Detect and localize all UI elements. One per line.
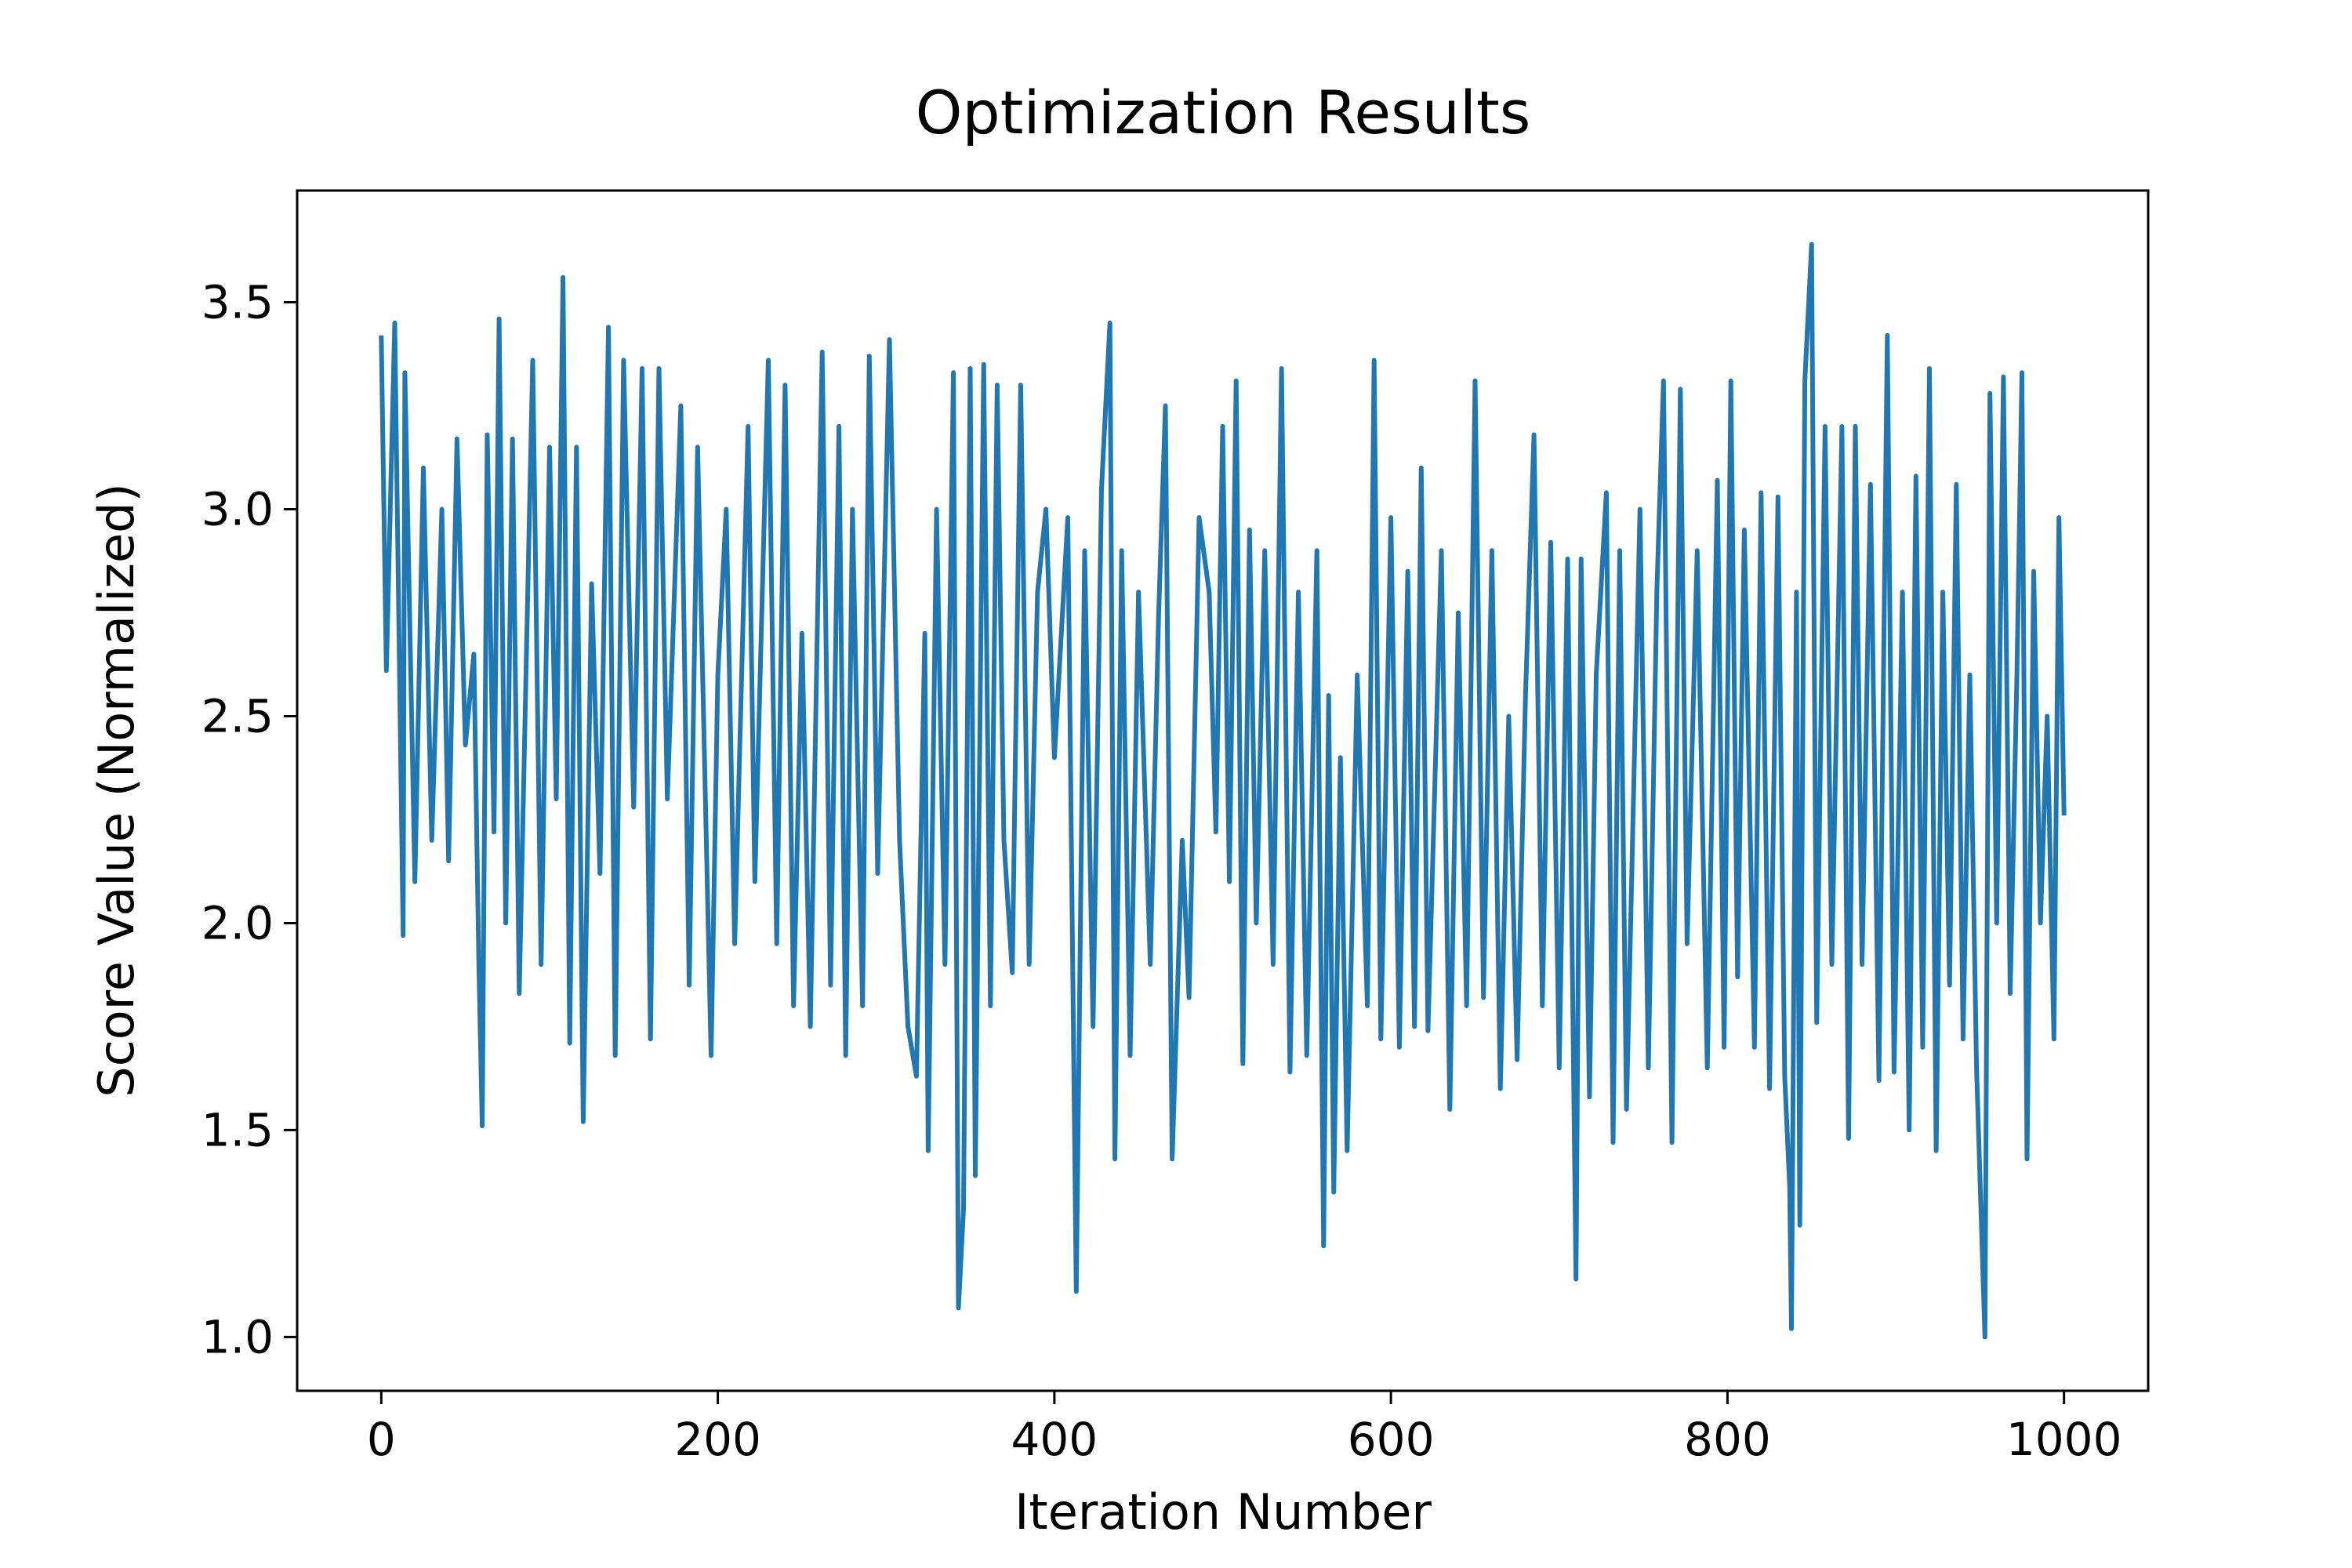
x-tick-label: 800	[1684, 1413, 1771, 1466]
x-axis-label: Iteration Number	[1014, 1483, 1432, 1541]
plot-frame	[296, 189, 2150, 1392]
x-tick-label: 0	[367, 1413, 396, 1466]
x-tick-label: 400	[1011, 1413, 1098, 1466]
y-tick-label: 1.5	[201, 1103, 274, 1156]
y-axis-label: Score Value (Normalized)	[88, 483, 145, 1097]
x-tick-label: 600	[1348, 1413, 1435, 1466]
y-tick-label: 3.0	[201, 483, 274, 536]
y-tick-label: 3.5	[201, 276, 274, 329]
x-tick-label: 200	[674, 1413, 761, 1466]
y-tick-label: 2.5	[201, 689, 274, 742]
data-line	[379, 241, 2067, 1340]
y-tick-label: 1.0	[201, 1310, 274, 1363]
chart-title: Optimization Results	[916, 78, 1531, 147]
x-tick-label: 1000	[2006, 1413, 2122, 1466]
y-tick-label: 2.0	[201, 896, 274, 949]
